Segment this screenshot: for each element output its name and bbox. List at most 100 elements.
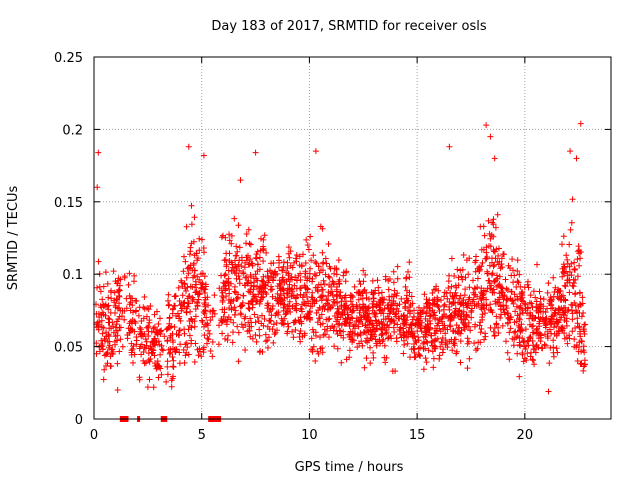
data-point: [540, 296, 547, 303]
data-point: [155, 374, 162, 381]
data-point: [184, 303, 191, 310]
data-point: [297, 338, 304, 345]
data-point: [452, 310, 459, 317]
data-point: [185, 264, 192, 271]
data-point: [199, 236, 205, 243]
data-point: [229, 339, 236, 346]
data-point: [457, 267, 464, 274]
data-point: [274, 327, 280, 334]
data-point: [423, 359, 430, 366]
data-point: [270, 339, 277, 346]
data-point: [566, 269, 573, 275]
data-point: [486, 230, 493, 237]
y-tick-label: 0: [75, 413, 83, 428]
data-point: [515, 322, 522, 329]
data-point: [334, 331, 341, 337]
data-point: [482, 333, 489, 340]
data-point: [278, 296, 285, 303]
data-point: [490, 328, 497, 335]
data-point: [111, 289, 118, 296]
data-point: [329, 303, 336, 309]
data-point: [221, 309, 228, 316]
data-point: [226, 237, 233, 244]
data-point: [151, 324, 158, 331]
data-point: [421, 291, 428, 298]
data-point: [393, 310, 400, 317]
data-point: [462, 286, 469, 293]
data-point: [576, 301, 583, 307]
data-point: [472, 259, 479, 266]
data-point: [292, 327, 299, 333]
data-point: [345, 314, 352, 321]
data-point: [201, 332, 208, 339]
data-point: [580, 367, 587, 374]
data-point: [440, 306, 447, 313]
data-point: [315, 350, 322, 357]
data-point: [521, 355, 528, 362]
data-point: [460, 252, 467, 258]
data-point: [209, 339, 216, 345]
data-point: [517, 342, 524, 349]
data-point: [333, 318, 340, 325]
data-point: [183, 349, 190, 356]
data-point: [457, 313, 464, 320]
data-point: [194, 273, 201, 280]
data-point: [209, 313, 216, 320]
y-tick-label: 0.25: [54, 51, 83, 66]
data-point: [330, 296, 337, 303]
data-point: [157, 315, 163, 322]
data-point: [196, 345, 203, 352]
data-point: [315, 288, 321, 295]
data-point: [564, 340, 571, 347]
data-point: [487, 301, 494, 308]
data-point: [240, 269, 247, 276]
data-point: [550, 274, 557, 281]
data-point: [477, 329, 484, 336]
data-point: [286, 254, 293, 261]
data-point: [402, 283, 409, 290]
data-point: [183, 340, 190, 346]
data-point: [243, 231, 250, 237]
data-point: [225, 267, 232, 274]
data-point: [218, 234, 225, 241]
data-point: [238, 263, 245, 269]
data-point: [310, 296, 317, 303]
data-point: [412, 337, 419, 344]
data-point: [347, 328, 354, 335]
data-point: [380, 316, 387, 323]
data-point: [460, 302, 467, 309]
data-point: [360, 267, 367, 274]
data-point: [207, 348, 214, 354]
data-point: [265, 279, 271, 286]
data-point: [151, 335, 158, 342]
axis-ticks: 0 5 10 15 20 0 0.05 0.1 0.15 0.2 0.25: [54, 51, 611, 443]
data-point: [561, 330, 568, 337]
data-point: [245, 261, 252, 268]
data-point: [465, 323, 472, 330]
data-point: [157, 328, 164, 335]
data-point: [401, 337, 407, 344]
data-point: [560, 325, 566, 332]
data-point: [497, 315, 504, 321]
data-point: [405, 268, 411, 275]
data-point: [343, 302, 350, 309]
data-point: [193, 250, 200, 257]
data-point: [313, 298, 320, 305]
data-point: [102, 301, 109, 308]
data-point: [357, 332, 364, 338]
data-point: [285, 323, 292, 330]
data-point: [567, 226, 574, 233]
data-point: [228, 306, 235, 313]
data-point: [296, 253, 303, 260]
data-point: [504, 320, 511, 327]
data-point: [129, 346, 136, 352]
data-point: [396, 326, 403, 333]
data-point: [262, 331, 269, 338]
data-point: [444, 344, 451, 351]
data-point: [476, 322, 483, 329]
data-point: [280, 259, 287, 266]
data-point: [461, 292, 468, 299]
data-point: [569, 310, 576, 317]
data-point: [242, 274, 249, 281]
data-point: [479, 314, 486, 321]
